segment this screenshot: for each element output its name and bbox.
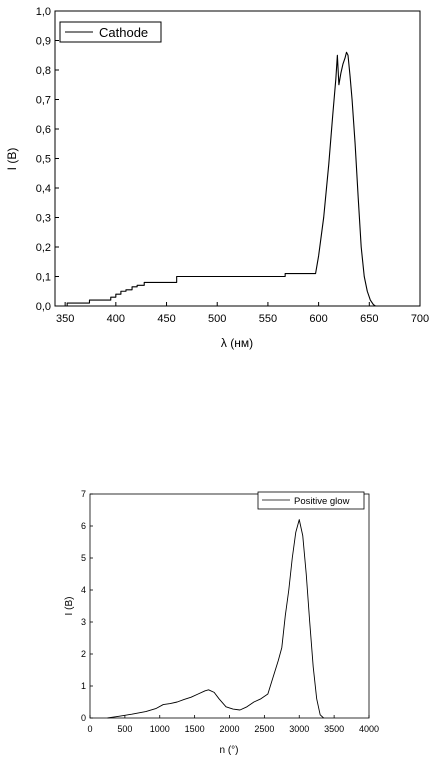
chart2-x-ticks: 0 500 1000 1500 2000 2500 3000 3500 4000	[87, 715, 379, 734]
chart2-legend-box	[257, 491, 365, 510]
y-tick-label: 7	[81, 489, 86, 499]
chart2-y-ticks: 0 1 2 3 4 5 6 7	[81, 489, 93, 723]
chart2-plot-frame	[89, 493, 370, 719]
y-tick-label: 2	[81, 649, 86, 659]
x-tick-label: 1000	[150, 724, 170, 734]
y-tick-label: 6	[81, 521, 86, 531]
y-tick-label: 0,2	[36, 242, 51, 254]
chart2-legend: Positive glow	[257, 491, 365, 510]
y-tick-label: 0,8	[36, 65, 51, 77]
positive-glow-chart: 0 1 2 3 4 5 6 7 0 500 1000 1500 2000 2500 3000 3500 400…	[64, 489, 379, 756]
series-line	[107, 519, 324, 719]
y-tick-label: 0,3	[36, 212, 51, 224]
series-line	[66, 51, 376, 307]
x-tick-label: 0	[87, 724, 92, 734]
chart1-series	[66, 51, 376, 307]
x-tick-label: 1500	[185, 724, 205, 734]
chart1-x-axis-label: λ (нм)	[221, 336, 253, 350]
chart1-y-ticks: 0,0 0,1 0,2 0,3 0,4 0,5 0,6 0,7 0,8 0,9 1,0	[36, 6, 59, 313]
x-tick-label: 2500	[254, 724, 274, 734]
cathode-chart: 0,0 0,1 0,2 0,3 0,4 0,5 0,6 0,7 0,8 0,9 1,0 350 400…	[5, 6, 429, 350]
y-tick-label: 5	[81, 553, 86, 563]
chart1-y-axis-label: I (В)	[5, 148, 19, 171]
x-tick-label: 3000	[289, 724, 309, 734]
y-tick-label: 0,4	[36, 183, 51, 195]
chart2-x-axis-label: n (°)	[220, 745, 239, 756]
chart1-legend-label: Cathode	[99, 25, 148, 40]
y-tick-label: 0,1	[36, 271, 51, 283]
y-tick-label: 0	[81, 713, 86, 723]
y-tick-label: 0,6	[36, 124, 51, 136]
y-tick-label: 0,5	[36, 153, 51, 165]
y-tick-label: 0,7	[36, 94, 51, 106]
chart1-x-ticks: 350 400 450 500 550 600 650 700	[56, 302, 429, 325]
chart2-axes	[89, 493, 370, 719]
x-tick-label: 400	[107, 313, 125, 325]
x-tick-label: 2000	[219, 724, 239, 734]
x-tick-label: 550	[259, 313, 277, 325]
x-tick-label: 600	[309, 313, 327, 325]
x-tick-label: 350	[56, 313, 74, 325]
x-tick-label: 450	[157, 313, 175, 325]
chart1-plot-frame	[54, 10, 421, 307]
y-tick-label: 3	[81, 617, 86, 627]
chart1-legend: Cathode	[59, 21, 162, 43]
x-tick-label: 4000	[359, 724, 379, 734]
x-tick-label: 650	[360, 313, 378, 325]
y-tick-label: 4	[81, 585, 86, 595]
chart1-legend-box	[59, 21, 162, 43]
y-tick-label: 0,0	[36, 301, 51, 313]
chart2-series	[107, 519, 324, 719]
chart2-legend-label: Positive glow	[294, 496, 350, 507]
x-tick-label: 500	[117, 724, 132, 734]
chart2-y-axis-label: I (B)	[64, 597, 75, 616]
x-tick-label: 700	[411, 313, 429, 325]
y-tick-label: 1	[81, 681, 86, 691]
y-tick-label: 0,9	[36, 35, 51, 47]
y-tick-label: 1,0	[36, 6, 51, 18]
chart1-axes	[54, 10, 421, 307]
x-tick-label: 3500	[324, 724, 344, 734]
x-tick-label: 500	[208, 313, 226, 325]
